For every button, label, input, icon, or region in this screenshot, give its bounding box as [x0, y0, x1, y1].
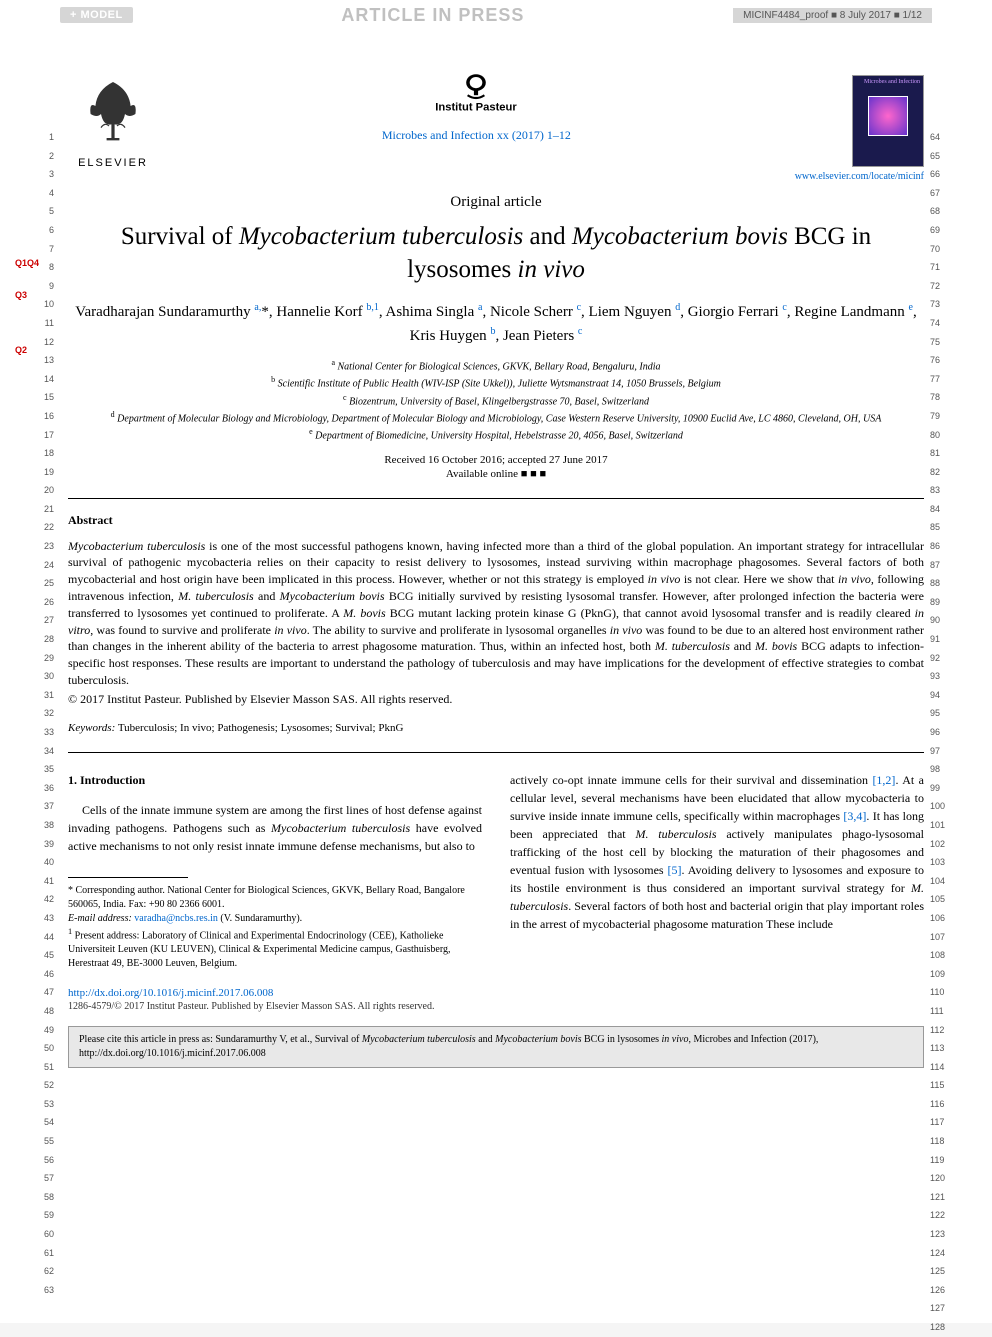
citation-box: Please cite this article in press as: Su…	[68, 1026, 924, 1068]
cover-art	[868, 96, 908, 136]
footnote-separator	[68, 877, 188, 878]
line-numbers-right: 6465666768697071727374757677787980818283…	[930, 128, 952, 1337]
institut-pasteur-logo: Institut Pasteur	[406, 70, 546, 119]
affiliation-d: d Department of Molecular Biology and Mi…	[78, 409, 914, 426]
intro-paragraph-cont: actively co-opt innate immune cells for …	[510, 771, 924, 933]
corresponding-author-note: * Corresponding author. National Center …	[68, 884, 482, 912]
issn-copyright: 1286-4579/© 2017 Institut Pasteur. Publi…	[68, 1001, 924, 1012]
model-badge: + MODEL	[60, 7, 133, 23]
affiliations: a National Center for Biological Science…	[68, 357, 924, 444]
content-area: ELSEVIER Institut Pasteur Microbes and I…	[0, 30, 992, 1012]
query-mark-q3: Q3	[15, 290, 27, 300]
abstract-copyright: © 2017 Institut Pasteur. Published by El…	[68, 691, 924, 708]
article-in-press: ARTICLE IN PRESS	[341, 5, 524, 26]
email-footnote: E-mail address: varadha@ncbs.res.in (V. …	[68, 912, 482, 926]
journal-homepage-link[interactable]: www.elsevier.com/locate/micinf	[795, 171, 924, 182]
journal-reference[interactable]: Microbes and Infection xx (2017) 1–12	[158, 128, 795, 143]
elsevier-logo: ELSEVIER	[68, 70, 158, 169]
email-label: E-mail address:	[68, 913, 134, 924]
abstract-heading: Abstract	[68, 513, 924, 528]
svg-text:Institut Pasteur: Institut Pasteur	[436, 102, 518, 114]
affiliation-a: a National Center for Biological Science…	[78, 357, 914, 374]
query-mark-q2: Q2	[15, 345, 27, 355]
doi-link[interactable]: http://dx.doi.org/10.1016/j.micinf.2017.…	[68, 987, 924, 999]
present-address-note: 1 Present address: Laboratory of Clinica…	[68, 926, 482, 971]
journal-cover-thumbnail: Microbes and Infection	[852, 75, 924, 167]
elsevier-text: ELSEVIER	[68, 157, 158, 169]
intro-paragraph: Cells of the innate immune system are am…	[68, 801, 482, 855]
abstract-body: Mycobacterium tuberculosis is one of the…	[68, 538, 924, 689]
header-row: ELSEVIER Institut Pasteur Microbes and I…	[68, 30, 924, 182]
authors-list: Varadharajan Sundaramurthy a,*, Hannelie…	[68, 300, 924, 347]
journal-cover-block: Microbes and Infection www.elsevier.com/…	[795, 70, 924, 182]
title-species1: Mycobacterium tuberculosis	[239, 223, 523, 250]
two-column-body: 1. Introduction Cells of the innate immu…	[68, 771, 924, 971]
received-accepted-dates: Received 16 October 2016; accepted 27 Ju…	[68, 454, 924, 466]
line-numbers-left: 1234567891011121314151617181920212223242…	[38, 128, 54, 1299]
page: + MODEL ARTICLE IN PRESS MICINF4484_proo…	[0, 0, 992, 1323]
elsevier-tree-icon	[73, 70, 153, 150]
top-bar: + MODEL ARTICLE IN PRESS MICINF4484_proo…	[0, 0, 992, 30]
title-invivo: in vivo	[518, 256, 585, 283]
keywords-list: Tuberculosis; In vivo; Pathogenesis; Lys…	[115, 722, 403, 734]
keywords: Keywords: Tuberculosis; In vivo; Pathoge…	[68, 722, 924, 734]
center-logo-block: Institut Pasteur Microbes and Infection …	[158, 70, 795, 143]
title-text: Survival of	[121, 223, 239, 250]
section-heading: 1. Introduction	[68, 771, 482, 789]
email-tail: (V. Sundaramurthy).	[218, 913, 302, 924]
article-type: Original article	[68, 194, 924, 211]
keywords-label: Keywords:	[68, 722, 115, 734]
affiliation-c: c Biozentrum, University of Basel, Kling…	[78, 392, 914, 409]
available-online: Available online ■ ■ ■	[68, 468, 924, 480]
divider	[68, 752, 924, 753]
proof-info: MICINF4484_proof ■ 8 July 2017 ■ 1/12	[733, 8, 932, 23]
article-title: Survival of Mycobacterium tuberculosis a…	[68, 221, 924, 286]
title-species2: Mycobacterium bovis	[572, 223, 788, 250]
email-link[interactable]: varadha@ncbs.res.in	[134, 913, 218, 924]
cover-title: Microbes and Infection	[853, 76, 923, 88]
affiliation-e: e Department of Biomedicine, University …	[78, 426, 914, 443]
divider	[68, 498, 924, 499]
column-right: actively co-opt innate immune cells for …	[510, 771, 924, 971]
query-mark-q1q4: Q1Q4	[15, 258, 39, 268]
title-text: and	[523, 223, 572, 250]
affiliation-b: b Scientific Institute of Public Health …	[78, 374, 914, 391]
column-left: 1. Introduction Cells of the innate immu…	[68, 771, 482, 971]
